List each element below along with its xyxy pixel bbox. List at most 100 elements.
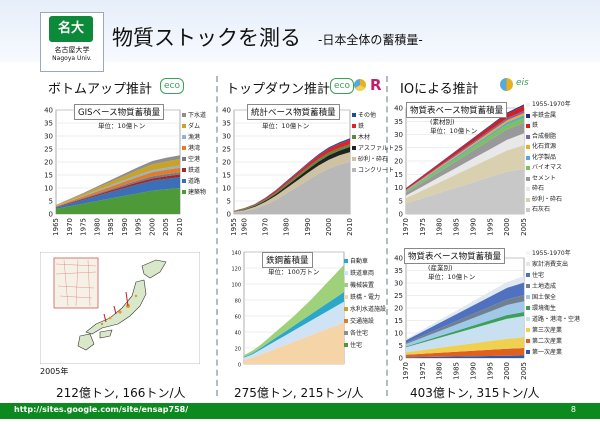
- legend-swatch: [526, 350, 530, 354]
- section-title-bottom-up: ボトムアップ推計: [48, 82, 153, 97]
- y-tick-label: 15: [394, 171, 403, 179]
- map-year: 2005年: [40, 367, 69, 376]
- legend-swatch: [352, 146, 356, 150]
- chart-steel-title: 鉄鋼蓄積量: [262, 252, 313, 268]
- legend-label: 鉄: [532, 122, 539, 129]
- chart-stat-legend-item: コンクリート: [352, 165, 394, 176]
- y-tick-label: 10: [222, 185, 231, 193]
- legend-swatch: [182, 135, 186, 139]
- series-area-2: [406, 145, 524, 204]
- eco-badge-icon: eco: [330, 78, 354, 94]
- x-tick-label: 1990: [304, 218, 312, 236]
- legend-label: 下水道: [188, 112, 207, 119]
- legend-swatch: [344, 307, 348, 311]
- footer-url-link[interactable]: http://sites.google.com/site/ensap758/: [14, 405, 189, 414]
- chart-io-industry-unit: 単位：10億トン: [428, 273, 476, 281]
- chart-stat-legend-item: 砂利・砕石: [352, 154, 394, 165]
- pie-badge-icon: [354, 79, 366, 91]
- legend-swatch: [344, 259, 348, 263]
- y-tick-label: 20: [222, 159, 231, 167]
- x-tick-label: 1970: [66, 218, 74, 236]
- chart-steel-legend-item: 水利水道施設: [344, 304, 386, 316]
- chart-steel-legend-item: 機械装置: [344, 280, 386, 292]
- chart-io-industry-title: 物質表ベース物質蓄積量: [404, 248, 506, 264]
- legend-swatch: [526, 328, 530, 332]
- y-tick-label: 80: [235, 299, 241, 305]
- y-tick-label: 40: [394, 255, 403, 263]
- x-tick-label: 1970: [262, 218, 270, 236]
- y-tick-label: 35: [44, 120, 53, 128]
- legend-swatch: [526, 295, 530, 299]
- chart-io-material-legend-item: 化学製品: [526, 153, 571, 164]
- logo-univ-en: Nagoya Univ.: [52, 55, 92, 62]
- chart-io-industry-legend-item: 国土保全: [526, 292, 580, 303]
- eis-badge-icon: eis: [516, 78, 529, 88]
- legend-swatch: [352, 135, 356, 139]
- chart-io-material-legend-item: 合成樹脂: [526, 132, 571, 143]
- chart-gis-legend: 下水道 ダム 漁港 港湾 空港 鉄道 道路 建築物: [182, 110, 206, 198]
- series-area-3: [234, 146, 350, 212]
- r-badge-icon: R: [370, 76, 382, 94]
- japan-building-map: [40, 252, 200, 364]
- x-tick-label: 1990: [469, 218, 477, 236]
- legend-swatch: [344, 343, 348, 347]
- legend-swatch: [352, 124, 356, 128]
- series-area-2: [406, 348, 524, 358]
- chart-io-material-legend-item: 砕石: [526, 184, 571, 195]
- y-tick-label: 15: [44, 172, 53, 180]
- chart-io-material-title: 物質表ベース物質蓄積量: [406, 102, 508, 118]
- y-tick-label: 30: [394, 131, 403, 139]
- legend-swatch: [526, 197, 530, 202]
- chart-gis-title: GISベース物質蓄積量: [74, 104, 165, 120]
- series-area-1: [406, 355, 524, 358]
- series-area-2: [56, 177, 180, 209]
- x-tick-label: 2005: [520, 362, 528, 380]
- page-number: 8: [570, 405, 576, 414]
- eco-badge-icon: eco: [160, 78, 184, 94]
- legend-swatch: [526, 208, 530, 212]
- legend-swatch: [526, 306, 530, 310]
- logo-univ-jp: 名古屋大学: [54, 46, 90, 54]
- y-tick-label: 20: [44, 159, 53, 167]
- legend-swatch: [526, 251, 530, 255]
- x-tick-label: 1955: [230, 218, 238, 236]
- logo-mark: 名大: [49, 16, 93, 42]
- legend-swatch: [526, 262, 530, 266]
- chart-io-industry: 0 5 10 15 20 25 30 35 40 1970 1975 1980 1985 1990 1995…: [394, 255, 528, 380]
- x-tick-label: 1970: [402, 362, 410, 380]
- y-tick-label: 5: [49, 198, 53, 206]
- section-title-top-down: トップダウン推計: [226, 82, 331, 97]
- legend-swatch: [344, 331, 348, 335]
- x-tick-label: 1985: [453, 218, 461, 236]
- legend-swatch: [526, 339, 530, 343]
- y-tick-label: 140: [231, 251, 241, 257]
- legend-label: 鉄道: [188, 167, 201, 174]
- y-tick-label: 120: [231, 267, 241, 273]
- y-tick-label: 25: [394, 144, 403, 152]
- series-area-7: [406, 295, 524, 344]
- legend-label: 鉄橋・電力: [350, 294, 381, 301]
- legend-swatch: [526, 134, 530, 139]
- legend-swatch: [182, 168, 186, 172]
- chart-io-material-subtitle: (素材別): [430, 118, 455, 126]
- chart-gis-legend-item: 漁港: [182, 132, 206, 143]
- x-tick-label: 1970: [402, 218, 410, 236]
- x-tick-label: 1980: [93, 218, 101, 236]
- legend-label: 建築物: [188, 189, 207, 196]
- legend-label: コンクリート: [358, 167, 395, 174]
- chart-steel-legend: 自動車 鉄道車両 機械装置 鉄橋・電力 水利水道施設 交通施設 各住宅 住宅: [344, 256, 386, 352]
- x-tick-label: 1975: [419, 362, 427, 380]
- chart-io-material: 0 5 10 15 20 25 30 35 40 1970 1975 1980 1985 1990 1995…: [394, 104, 528, 236]
- legend-label: バイオマス: [532, 164, 563, 171]
- legend-swatch: [526, 113, 530, 118]
- x-tick-label: 1980: [436, 218, 444, 236]
- legend-swatch: [344, 271, 348, 275]
- chart-io-material-plot: 0 5 10 15 20 25 30 35 40 1970 1975 1980 1985 1990 1995…: [394, 104, 528, 236]
- y-tick-label: 25: [222, 146, 231, 154]
- x-tick-label: 2000: [325, 218, 333, 236]
- legend-label: 非鉄金属: [532, 111, 557, 119]
- x-tick-label: 1985: [107, 218, 115, 236]
- legend-label: 家計消費支出: [532, 261, 569, 268]
- chart-gis-legend-item: 港湾: [182, 143, 206, 154]
